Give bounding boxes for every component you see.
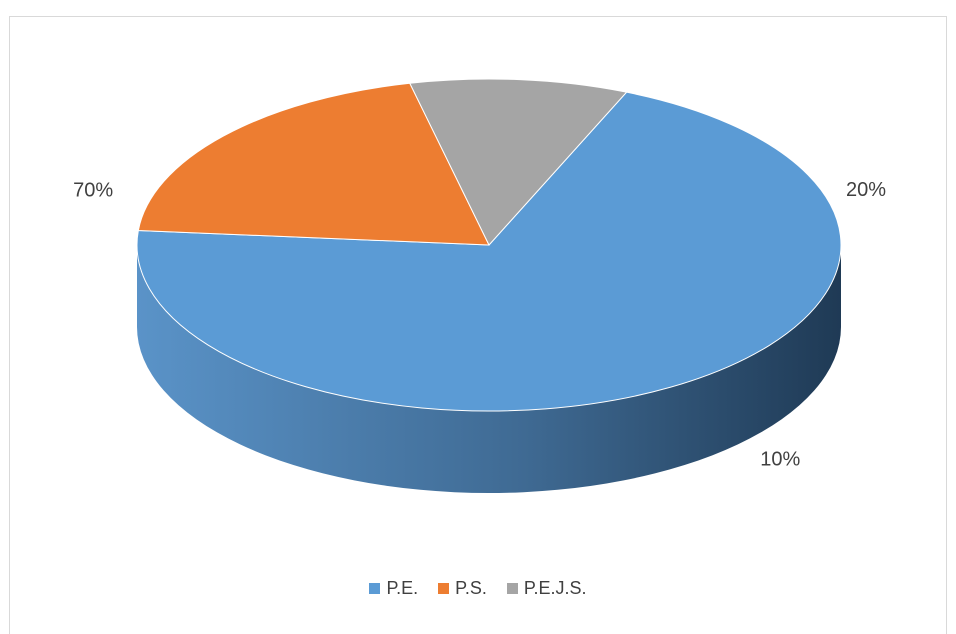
data-label-ps: 20% <box>846 179 886 201</box>
data-label-pe: 70% <box>73 180 113 202</box>
legend-entry-pejs[interactable]: P.E.J.S. <box>506 578 587 599</box>
legend-label-ps: P.S. <box>455 578 487 598</box>
data-label-pejs: 10% <box>760 449 800 471</box>
legend: P.E. P.S. P.E.J.S. <box>0 578 956 599</box>
legend-entry-ps[interactable]: P.S. <box>438 578 487 599</box>
slice-pejs[interactable] <box>409 78 628 246</box>
slice-pe[interactable] <box>136 91 842 412</box>
legend-swatch-pe <box>369 583 381 594</box>
legend-entry-pe[interactable]: P.E. <box>369 578 418 599</box>
slice-side-pe <box>137 245 841 493</box>
legend-label-pe: P.E. <box>386 578 419 598</box>
legend-swatch-ps <box>438 583 450 594</box>
legend-swatch-pejs <box>506 583 518 594</box>
legend-label-pejs: P.E.J.S. <box>523 578 587 598</box>
slice-ps[interactable] <box>137 82 490 246</box>
pie-chart: 70% 20% 10% <box>73 78 886 493</box>
chart-frame <box>9 16 947 634</box>
